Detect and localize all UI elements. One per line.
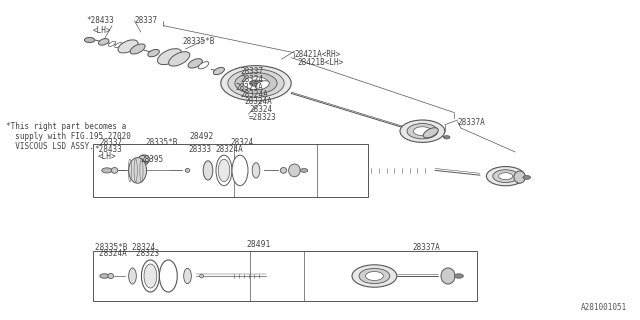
Text: 28337: 28337 (99, 138, 122, 147)
Circle shape (365, 271, 383, 280)
Circle shape (228, 69, 284, 97)
Ellipse shape (129, 268, 136, 284)
Circle shape (444, 136, 450, 139)
Ellipse shape (159, 260, 177, 292)
Text: =28323: =28323 (248, 113, 276, 122)
Text: 28337A: 28337A (458, 118, 485, 127)
Ellipse shape (129, 157, 147, 183)
Ellipse shape (141, 260, 159, 292)
Text: *28433: *28433 (94, 145, 122, 154)
Bar (93, 251, 477, 301)
Ellipse shape (99, 39, 109, 45)
Ellipse shape (186, 168, 189, 172)
Text: A281001051: A281001051 (581, 303, 627, 312)
Ellipse shape (441, 268, 455, 284)
Text: 28323A: 28323A (236, 83, 263, 92)
Ellipse shape (423, 128, 438, 138)
Circle shape (235, 73, 277, 94)
Ellipse shape (118, 40, 138, 53)
Circle shape (250, 80, 262, 86)
Ellipse shape (203, 161, 212, 180)
Text: 28337: 28337 (134, 16, 157, 25)
Ellipse shape (232, 155, 248, 186)
Text: 28395: 28395 (141, 156, 164, 164)
Ellipse shape (121, 44, 129, 49)
Ellipse shape (148, 50, 159, 57)
Ellipse shape (130, 44, 145, 54)
Text: 28324A  28323: 28324A 28323 (99, 249, 159, 258)
Circle shape (100, 274, 109, 278)
Ellipse shape (252, 163, 260, 178)
Ellipse shape (216, 155, 232, 186)
Circle shape (493, 170, 518, 182)
Text: 28324: 28324 (240, 75, 263, 84)
Text: 28421B<LH>: 28421B<LH> (298, 58, 344, 67)
Ellipse shape (289, 164, 300, 177)
Circle shape (102, 168, 112, 173)
Ellipse shape (213, 68, 225, 75)
Text: 28335*B: 28335*B (182, 37, 215, 46)
Text: 28324: 28324 (230, 138, 253, 147)
Ellipse shape (280, 167, 287, 173)
Ellipse shape (218, 159, 230, 181)
Circle shape (413, 127, 431, 136)
Text: *This right part becomes a
  supply with FIG.195 27020
  VISCOUS LSD ASSY.: *This right part becomes a supply with F… (6, 122, 131, 151)
Circle shape (140, 161, 148, 165)
Circle shape (84, 37, 95, 43)
Circle shape (407, 124, 438, 139)
Ellipse shape (115, 43, 122, 48)
Text: 28324: 28324 (250, 105, 273, 114)
Circle shape (221, 66, 291, 101)
Text: 28492: 28492 (189, 132, 214, 141)
Text: 28421A<RH>: 28421A<RH> (294, 50, 340, 59)
Text: <LH>: <LH> (97, 152, 116, 161)
Circle shape (523, 175, 531, 179)
Circle shape (486, 166, 525, 186)
Bar (93, 144, 368, 197)
Text: 28491: 28491 (246, 240, 271, 249)
Ellipse shape (108, 41, 116, 46)
Text: 28324A: 28324A (216, 145, 243, 154)
Text: 28335*B: 28335*B (146, 138, 179, 147)
Ellipse shape (111, 167, 118, 173)
Text: 28337: 28337 (240, 68, 263, 76)
Text: 28337A: 28337A (413, 243, 440, 252)
Ellipse shape (184, 268, 191, 284)
Circle shape (300, 168, 308, 172)
Text: *28433: *28433 (86, 16, 114, 25)
Ellipse shape (406, 124, 419, 132)
Ellipse shape (144, 264, 157, 288)
Ellipse shape (255, 81, 269, 90)
Text: <LH>: <LH> (93, 26, 111, 35)
Ellipse shape (200, 274, 204, 278)
Circle shape (499, 172, 513, 180)
Ellipse shape (138, 155, 150, 164)
Circle shape (352, 265, 397, 287)
Text: 28324A: 28324A (240, 90, 268, 99)
Ellipse shape (127, 45, 135, 50)
Ellipse shape (157, 49, 182, 65)
Circle shape (454, 274, 463, 278)
Ellipse shape (514, 171, 525, 183)
Circle shape (243, 77, 269, 90)
Circle shape (400, 120, 445, 142)
Text: 28335*B 28324: 28335*B 28324 (95, 243, 155, 252)
Text: 28324A: 28324A (244, 97, 272, 106)
Circle shape (359, 268, 390, 284)
Ellipse shape (108, 273, 114, 278)
Text: 28333: 28333 (189, 145, 212, 154)
Ellipse shape (198, 62, 209, 69)
Ellipse shape (188, 59, 202, 68)
Ellipse shape (168, 52, 190, 66)
